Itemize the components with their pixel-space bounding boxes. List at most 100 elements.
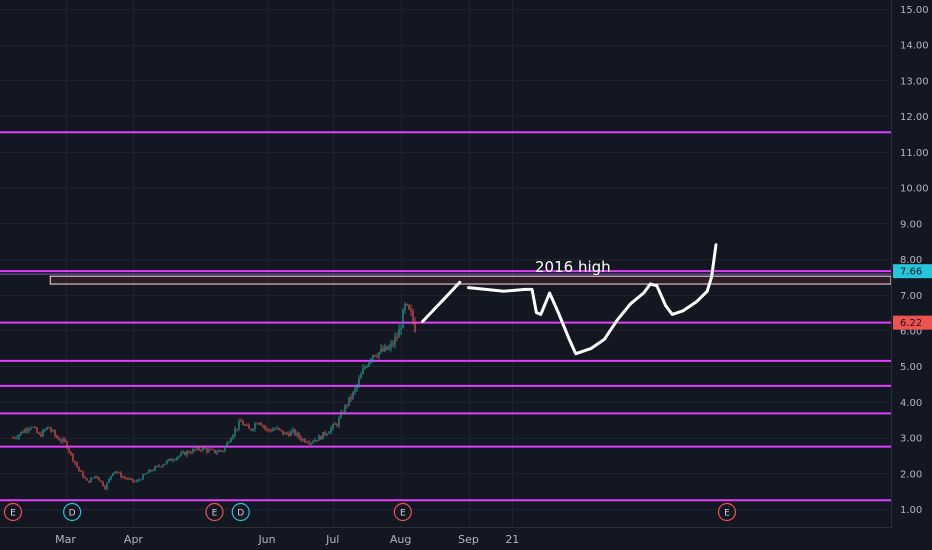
candle-body <box>390 343 392 348</box>
price-tick-label: 11.00 <box>900 148 929 159</box>
candle-body <box>28 428 30 431</box>
candle-body <box>82 471 84 478</box>
price-tick-label: 9.00 <box>900 219 922 230</box>
candle-body <box>26 429 28 431</box>
candle-body <box>146 472 148 475</box>
candle-body <box>262 425 264 427</box>
candle-body <box>344 405 346 414</box>
event-marker <box>717 502 737 522</box>
time-axis[interactable]: Mar Apr Jun Jul Aug Sep 21 <box>55 533 519 546</box>
candle-body <box>208 449 210 452</box>
candle-body <box>30 427 32 429</box>
candle-body <box>64 439 66 442</box>
candle-body <box>120 472 122 478</box>
candle-body <box>234 428 236 435</box>
event-marker-label: E <box>400 509 406 519</box>
candle-body <box>290 431 292 436</box>
candle-body <box>66 441 68 449</box>
candle-body <box>370 358 372 362</box>
time-tick-label: 21 <box>505 533 519 546</box>
candle-body <box>176 457 178 460</box>
candle-body <box>306 442 308 443</box>
candle-body <box>158 465 160 467</box>
candle-body <box>94 476 96 478</box>
candle-body <box>300 437 302 441</box>
candle-body <box>108 478 110 483</box>
candle-body <box>132 478 134 482</box>
candle-body <box>88 480 90 483</box>
candle-body <box>226 442 228 447</box>
candle-body <box>220 450 222 452</box>
candle-body <box>368 361 370 367</box>
candle-body <box>118 472 120 474</box>
event-marker-label: D <box>237 509 244 519</box>
candle-body <box>392 343 394 345</box>
candle-body <box>78 466 80 471</box>
price-axis[interactable]: 15.0014.0013.0012.0011.0010.009.008.007.… <box>900 5 929 516</box>
candle-body <box>184 452 186 456</box>
candle-body <box>218 450 220 453</box>
candle-body <box>410 309 412 312</box>
candle-body <box>250 428 252 431</box>
price-badges: 7.66 6.22 <box>893 264 932 330</box>
candle-body <box>152 470 154 472</box>
candle-body <box>276 427 278 429</box>
candle-body <box>280 429 282 431</box>
candle-body <box>46 427 48 430</box>
candle-body <box>180 453 182 456</box>
resistance-rectangle <box>49 275 892 285</box>
candle-body <box>334 424 336 425</box>
price-badge-label: 7.66 <box>900 267 922 278</box>
candles <box>12 302 416 491</box>
candle-body <box>352 391 354 399</box>
candle-body <box>128 478 130 480</box>
candle-body <box>414 321 416 332</box>
event-marker <box>63 502 82 522</box>
candle-body <box>58 438 60 441</box>
candle-body <box>100 480 102 482</box>
candle-body <box>40 434 42 437</box>
price-badge-label: 6.22 <box>900 318 922 329</box>
price-tick-label: 6.00 <box>900 326 922 337</box>
event-marker <box>393 502 412 522</box>
price-tick-label: 2.00 <box>900 469 922 480</box>
projection-drawing <box>421 243 718 356</box>
candle-body <box>304 439 306 443</box>
horizontal-levels <box>0 131 891 502</box>
candle-body <box>70 451 72 454</box>
candle-body <box>358 378 360 385</box>
candle-body <box>400 328 402 330</box>
candle-body <box>396 337 398 338</box>
candle-body <box>86 478 88 481</box>
candle-body <box>322 432 324 440</box>
candle-body <box>256 423 258 425</box>
candle-body <box>134 481 136 483</box>
candle-body <box>324 432 326 435</box>
candle-body <box>404 303 406 310</box>
candle-body <box>354 388 356 392</box>
candle-body <box>282 430 284 435</box>
candle-body <box>110 475 112 479</box>
candle-body <box>372 355 374 359</box>
candle-body <box>328 432 330 434</box>
candle-body <box>16 437 18 439</box>
candle-body <box>222 450 224 452</box>
candle-body <box>22 431 24 433</box>
candle-body <box>44 429 46 431</box>
candle-body <box>150 469 152 471</box>
candle-body <box>326 433 328 435</box>
candle-body <box>200 449 202 451</box>
candle-body <box>360 374 362 379</box>
candle-body <box>394 337 396 345</box>
price-tick-label: 4.00 <box>900 398 922 409</box>
candle-body <box>244 425 246 426</box>
candle-body <box>312 441 314 443</box>
candle-body <box>192 449 194 453</box>
candle-body <box>408 305 410 310</box>
candle-body <box>80 470 82 472</box>
candle-body <box>182 452 184 454</box>
candle-body <box>294 429 296 436</box>
candle-body <box>170 458 172 461</box>
